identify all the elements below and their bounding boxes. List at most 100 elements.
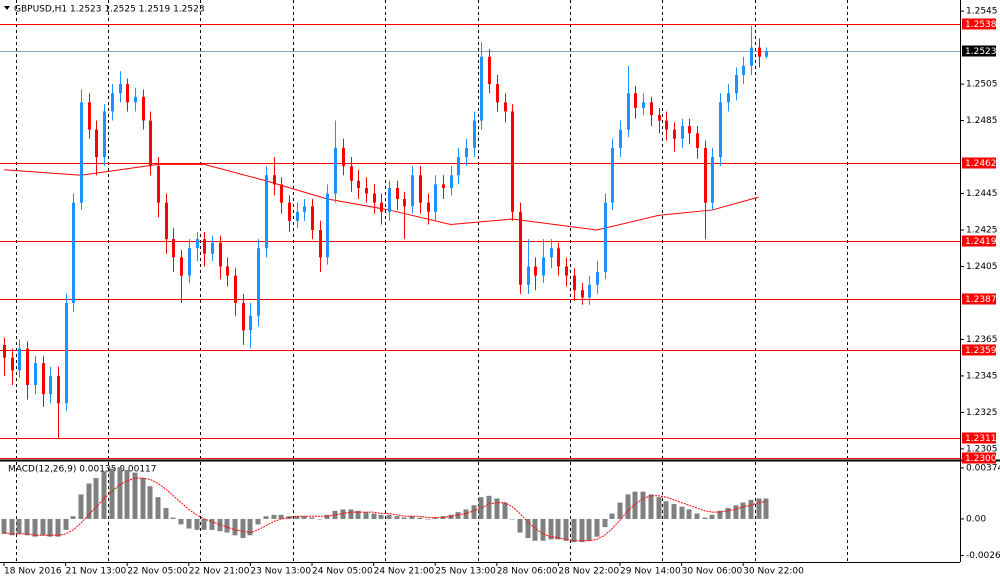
current-price-label: 1.2523 — [965, 47, 997, 57]
candle-body — [611, 147, 614, 203]
macd-bar — [401, 517, 407, 519]
macd-bar — [702, 517, 708, 519]
level-label-box — [962, 293, 996, 305]
y-tick-label: 1.2305 — [966, 444, 998, 454]
macd-bar — [663, 501, 669, 519]
candle-body — [95, 129, 98, 158]
candle-body — [634, 93, 637, 108]
current-price-box — [962, 45, 996, 57]
y-tick-label: 1.2405 — [966, 262, 998, 272]
macd-bar — [471, 505, 477, 519]
candle-body — [581, 290, 584, 298]
candle-body — [65, 302, 68, 404]
candle-body — [172, 239, 175, 258]
candle-body — [642, 102, 645, 108]
candle-body — [573, 275, 576, 291]
y-tick-label: 1.2545 — [966, 7, 998, 17]
macd-bar — [671, 503, 677, 519]
macd-bar — [309, 517, 315, 519]
candle-body — [196, 239, 199, 249]
candle-body — [249, 315, 252, 331]
candle-body — [504, 102, 507, 112]
level-label-box — [962, 344, 996, 356]
candle-body — [534, 266, 537, 276]
x-tick-label: 22 Nov 21:00 — [189, 567, 250, 577]
macd-bar — [417, 517, 423, 519]
candle-body — [203, 239, 206, 254]
macd-bar — [709, 514, 715, 519]
candle-body — [419, 175, 422, 203]
candle-body — [527, 266, 530, 285]
x-tick-label: 23 Nov 13:00 — [250, 567, 311, 577]
macd-bar — [124, 469, 130, 519]
macd-bar — [532, 518, 538, 541]
menu-arrow[interactable] — [4, 6, 10, 10]
macd-bar — [648, 494, 654, 519]
macd-bar — [278, 514, 284, 519]
candle-body — [750, 47, 753, 66]
macd-bar — [540, 518, 546, 541]
candle-body — [557, 248, 560, 267]
macd-bar — [263, 516, 269, 519]
candle-body — [403, 198, 406, 207]
candle-body — [735, 74, 738, 94]
candle-body — [604, 202, 607, 272]
macd-bar — [255, 518, 261, 525]
candle-body — [380, 202, 383, 212]
macd-bar — [686, 509, 692, 519]
level-label-box — [962, 157, 996, 169]
candle-body — [473, 120, 476, 148]
macd-bar — [679, 506, 685, 519]
macd-bar — [602, 518, 608, 528]
macd-bar — [217, 518, 223, 532]
macd-bar — [763, 498, 769, 519]
macd-bar — [232, 518, 238, 536]
level-label: 1.2387 — [965, 295, 997, 305]
macd-bar — [271, 514, 277, 519]
level-label: 1.2419 — [965, 237, 997, 247]
macd-bar — [32, 518, 38, 537]
macd-bar — [733, 505, 739, 519]
macd-bar — [632, 491, 638, 519]
candle-body — [165, 202, 168, 240]
candle-body — [280, 184, 283, 203]
candle-body — [488, 56, 491, 85]
y-tick-label: 0.003743 — [966, 463, 1000, 473]
candle-body — [303, 206, 306, 212]
level-label-box — [962, 452, 996, 464]
y-tick-label: 1.2505 — [966, 80, 998, 90]
candle-body — [157, 166, 160, 203]
macd-bar — [240, 518, 246, 539]
candle-body — [742, 65, 745, 75]
candle-body — [758, 47, 761, 57]
x-tick-label: 30 Nov 22:00 — [743, 567, 804, 577]
candle-body — [49, 375, 52, 395]
candle-body — [149, 120, 152, 167]
candle-body — [103, 111, 106, 158]
macd-bar — [463, 509, 469, 519]
macd-bar — [386, 514, 392, 519]
y-tick-label: 1.2425 — [966, 226, 998, 236]
macd-bar — [140, 478, 146, 519]
candle-body — [211, 242, 214, 254]
candle-body — [80, 102, 83, 203]
y-tick-label: 1.2365 — [966, 335, 998, 345]
candle-body — [350, 166, 353, 181]
macd-bar — [432, 517, 438, 519]
candle-body — [396, 188, 399, 199]
macd-bar — [725, 508, 731, 519]
macd-bar — [371, 513, 377, 519]
macd-bar — [194, 518, 200, 530]
candle-body — [134, 96, 137, 103]
macd-bar — [1, 518, 7, 534]
macd-bar — [201, 518, 207, 530]
macd-bar — [317, 518, 323, 520]
macd-bar — [579, 518, 585, 543]
macd-bar — [170, 517, 176, 519]
macd-bar — [748, 499, 754, 519]
candle-body — [711, 157, 714, 203]
macd-bar — [486, 495, 492, 519]
y-tick-label: 0.00 — [966, 514, 986, 524]
candle-body — [542, 257, 545, 276]
